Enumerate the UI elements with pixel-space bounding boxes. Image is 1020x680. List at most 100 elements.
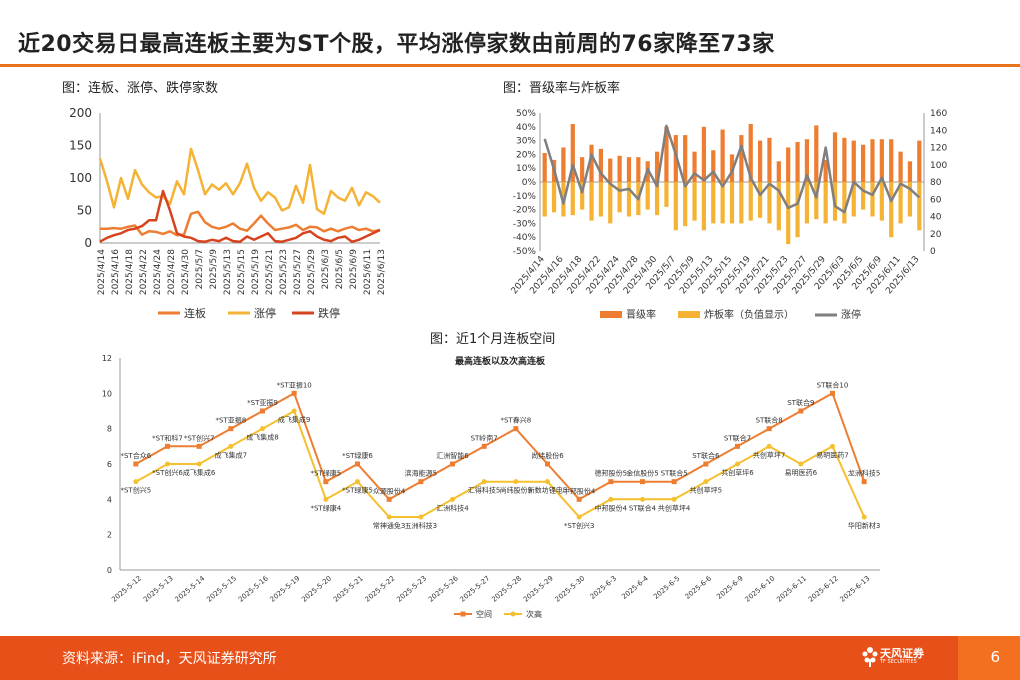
bar-jinjilv — [861, 144, 866, 182]
x-tick-label: 2025/4/14 — [97, 249, 107, 295]
point-label-kongjian: 金信股份5 — [626, 469, 658, 478]
bar-zhabanlv — [842, 182, 847, 224]
point-label-kongjian: 龙洲科技5 — [848, 469, 880, 478]
y-left-tick-label: -10% — [513, 192, 537, 202]
bar-jinjilv — [748, 124, 753, 182]
bar-jinjilv — [654, 151, 660, 182]
point-label-kongjian: *ST绿康6 — [342, 451, 373, 460]
bar-zhabanlv — [757, 182, 763, 218]
bar-jinjilv — [776, 161, 781, 182]
x-tick-label: 2025/5/13 — [223, 249, 233, 295]
x-tick-label: 2025-5-19 — [269, 574, 302, 603]
bar-zhabanlv — [767, 182, 772, 224]
marker-kongjian — [165, 443, 170, 449]
point-label-cigao: 新数坊锂电5 — [528, 486, 567, 495]
series-line-zhangting — [543, 124, 921, 214]
y-left-tick-label: -40% — [513, 233, 537, 243]
point-label-kongjian: *ST亚振9 — [247, 398, 278, 407]
x-tick-label: 2025-5-27 — [459, 574, 492, 603]
legend-label: 次高 — [526, 609, 542, 619]
point-label-cigao: 汇得科技5 — [468, 486, 500, 495]
x-tick-label: 2025-5-23 — [395, 574, 428, 603]
point-label-kongjian: *ST亚振8 — [215, 416, 246, 425]
y-right-tick-label: 40 — [930, 213, 942, 223]
bar-jinjilv — [598, 148, 603, 182]
y-left-tick-label: -30% — [513, 219, 537, 229]
bar-jinjilv — [804, 139, 810, 182]
point-label-kongjian: 众源股份4 — [373, 486, 406, 495]
bar-zhabanlv — [879, 182, 884, 221]
bar-zhabanlv — [851, 182, 856, 217]
point-label-kongjian: *ST绿康5 — [310, 469, 341, 478]
marker-kongjian — [260, 408, 265, 414]
point-label-kongjian: *ST亚振10 — [277, 380, 312, 389]
bar-jinjilv — [898, 151, 903, 182]
point-label-cigao: 共创草坪6 — [721, 468, 754, 477]
point-label-kongjian: *ST合众6 — [120, 451, 151, 460]
y-left-tick-label: 20% — [516, 150, 536, 160]
y-left-tick-label: -20% — [513, 206, 537, 216]
x-tick-label: 2025/5/21 — [265, 249, 275, 295]
series-line-cigao — [135, 410, 866, 518]
x-tick-label: 2025/5/15 — [237, 249, 247, 295]
point-label-cigao: 华阳新材3 — [848, 521, 880, 530]
bar-jinjilv — [786, 147, 791, 182]
bar-zhabanlv — [570, 182, 575, 216]
x-tick-label: 2025-5-20 — [300, 574, 333, 603]
point-label-cigao: 成飞集成9 — [278, 415, 310, 424]
y-tick-label: 100 — [69, 171, 92, 185]
bar-zhabanlv — [654, 182, 660, 216]
page-number: 6 — [990, 648, 1000, 666]
point-label-kongjian: 德邦股份5 — [595, 469, 627, 478]
marker-cigao — [703, 479, 709, 485]
point-label-kongjian: 汇洲智能6 — [436, 451, 469, 460]
marker-kongjian — [481, 443, 487, 449]
bar-zhabanlv — [608, 182, 613, 224]
bar-jinjilv — [636, 157, 641, 182]
point-label-cigao: *ST绿康5 — [342, 486, 373, 495]
bar-zhabanlv — [551, 182, 557, 213]
marker-kongjian — [291, 390, 297, 396]
y-left-tick-label: 40% — [516, 123, 536, 133]
x-tick-label: 2025/5/29 — [307, 249, 317, 295]
x-tick-label: 2025/6/3 — [321, 249, 331, 289]
bar-jinjilv — [683, 135, 688, 182]
y-tick-label: 10 — [102, 389, 112, 398]
bar-zhabanlv — [861, 182, 866, 210]
point-label-kongjian: 尚纬股份6 — [531, 451, 564, 460]
series-line-dieting — [99, 189, 381, 243]
series-line-lianban — [100, 210, 381, 237]
point-label-cigao: 共创草坪5 — [690, 486, 722, 495]
chart1-title: 图：连板、涨停、跌停家数 — [62, 81, 219, 96]
marker-kongjian — [386, 496, 392, 502]
bar-zhabanlv — [683, 182, 688, 227]
point-label-cigao: 共创草坪4 — [658, 503, 691, 512]
x-tick-label: 2025/6/9 — [349, 249, 359, 290]
point-label-cigao: 成飞集成6 — [183, 468, 216, 477]
x-tick-label: 2025/4/24 — [153, 249, 163, 295]
point-label-kongjian: ST岭南7 — [471, 433, 498, 442]
y-left-tick-label: 50% — [516, 109, 536, 119]
bar-jinjilv — [851, 140, 856, 182]
y-tick-label: 12 — [102, 354, 112, 363]
bar-jinjilv — [701, 126, 707, 182]
y-tick-label: 4 — [107, 495, 112, 504]
bar-zhabanlv — [907, 182, 913, 217]
y-tick-label: 2 — [107, 531, 112, 540]
y-right-tick-label: 20 — [930, 230, 942, 240]
legend-label: 炸板率（负值显示） — [704, 308, 794, 321]
marker-kongjian — [133, 461, 139, 467]
legend-swatch — [600, 311, 622, 318]
marker-kongjian — [640, 479, 645, 485]
marker-kongjian — [418, 479, 424, 485]
bar-zhabanlv — [870, 182, 875, 217]
x-tick-label: 2025/4/30 — [181, 249, 191, 295]
marker-kongjian — [703, 461, 709, 467]
bar-zhabanlv — [898, 182, 903, 224]
bar-zhabanlv — [739, 182, 744, 224]
point-label-cigao: 常神通免3 — [373, 521, 405, 530]
bar-zhabanlv — [795, 182, 800, 238]
footer-accent — [958, 636, 1020, 680]
bar-zhabanlv — [776, 182, 781, 231]
marker-cigao — [355, 479, 360, 485]
